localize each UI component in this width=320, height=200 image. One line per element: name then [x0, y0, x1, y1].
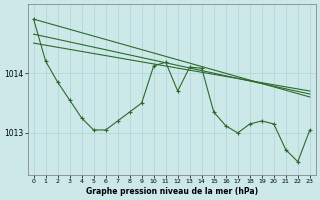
X-axis label: Graphe pression niveau de la mer (hPa): Graphe pression niveau de la mer (hPa) [86, 187, 258, 196]
